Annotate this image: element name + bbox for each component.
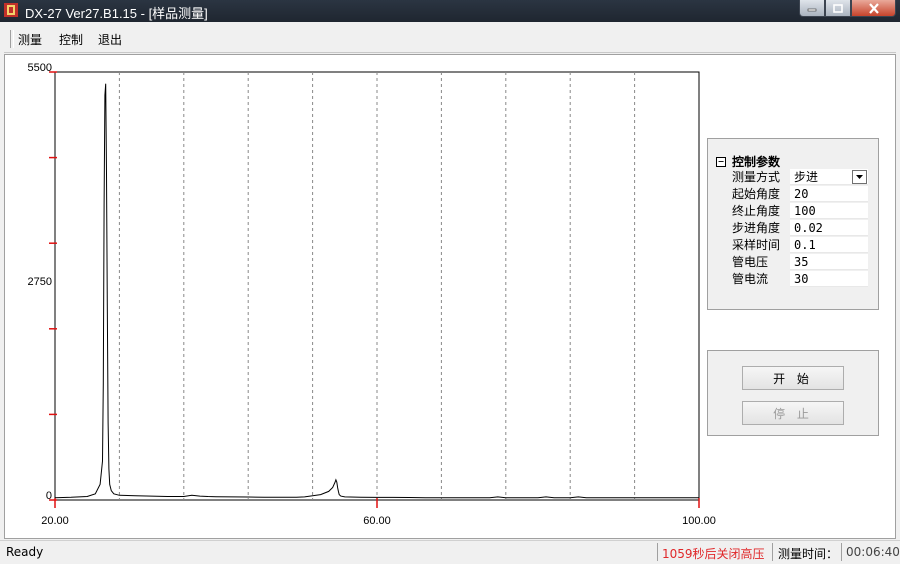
app-icon bbox=[4, 3, 18, 17]
measure-time-value: 00:06:40 bbox=[846, 545, 900, 559]
control-buttons-panel: 开 始 停 止 bbox=[707, 350, 879, 436]
y-tick-label: 0 bbox=[46, 490, 52, 502]
dropdown-button[interactable] bbox=[852, 169, 867, 184]
param-value-text: 0.02 bbox=[794, 220, 823, 235]
status-ready: Ready bbox=[6, 545, 44, 559]
menu-exit[interactable]: 退出 bbox=[98, 33, 123, 47]
y-tick-label: 5500 bbox=[28, 62, 52, 74]
xrd-chart: 0 2750 5500 20.00 60.00 100.00 bbox=[28, 62, 716, 527]
stop-button[interactable]: 停 止 bbox=[742, 401, 844, 425]
param-row: 起始角度 20 bbox=[728, 186, 868, 203]
param-value[interactable]: 30 bbox=[790, 271, 868, 287]
param-value[interactable]: 35 bbox=[790, 254, 868, 270]
param-label: 起始角度 bbox=[728, 186, 790, 203]
minimize-button[interactable] bbox=[799, 0, 825, 17]
menu-control[interactable]: 控制 bbox=[59, 33, 84, 47]
plot-frame bbox=[54, 71, 700, 501]
param-label: 测量方式 bbox=[728, 169, 790, 186]
param-row: 测量方式 步进 bbox=[728, 169, 868, 186]
param-value[interactable]: 20 bbox=[790, 186, 868, 202]
param-value[interactable]: 0.1 bbox=[790, 237, 868, 253]
collapse-icon[interactable]: − bbox=[716, 156, 726, 167]
param-label: 管电流 bbox=[728, 271, 790, 288]
close-icon bbox=[868, 2, 879, 14]
x-tick-label: 100.00 bbox=[682, 515, 716, 527]
param-value-text: 步进 bbox=[794, 169, 819, 184]
param-value-text: 35 bbox=[794, 254, 809, 269]
param-row: 采样时间 0.1 bbox=[728, 237, 868, 254]
y-tick-label: 2750 bbox=[28, 276, 52, 288]
params-grid: 测量方式 步进 起始角度 20 终止角度 100 步进角度 0.02 采样时间 0.1 管电压 35 管… bbox=[728, 169, 868, 288]
title-bar: DX-27 Ver27.B1.15 - [样品测量] bbox=[0, 0, 900, 22]
status-separator bbox=[772, 543, 773, 561]
param-row: 终止角度 100 bbox=[728, 203, 868, 220]
client-area: 0 2750 5500 20.00 60.00 100.00 − 控制参数 测量方式 步进起… bbox=[4, 54, 896, 539]
menu-measure[interactable]: 测量 bbox=[18, 33, 43, 47]
param-label: 采样时间 bbox=[728, 237, 790, 254]
param-row: 管电压 35 bbox=[728, 254, 868, 271]
close-button[interactable] bbox=[851, 0, 896, 17]
param-value-text: 0.1 bbox=[794, 237, 816, 252]
status-separator bbox=[841, 543, 842, 561]
status-warning: 1059秒后关闭高压 bbox=[662, 547, 765, 561]
start-button[interactable]: 开 始 bbox=[742, 366, 844, 390]
minimize-icon bbox=[807, 8, 817, 12]
param-label: 管电压 bbox=[728, 254, 790, 271]
status-separator bbox=[657, 543, 658, 561]
param-value-text: 100 bbox=[794, 203, 816, 218]
chevron-down-icon bbox=[856, 174, 863, 179]
param-value[interactable]: 步进 bbox=[790, 169, 868, 185]
param-label: 终止角度 bbox=[728, 203, 790, 220]
param-row: 步进角度 0.02 bbox=[728, 220, 868, 237]
maximize-icon bbox=[833, 3, 843, 13]
menu-grip bbox=[10, 30, 14, 48]
param-row: 管电流 30 bbox=[728, 271, 868, 288]
control-params-panel: − 控制参数 测量方式 步进 起始角度 20 终止角度 100 步进角度 0.02 采样时间 0.… bbox=[707, 138, 879, 310]
measure-time-label: 测量时间： bbox=[778, 547, 839, 561]
param-value[interactable]: 0.02 bbox=[790, 220, 868, 236]
maximize-button[interactable] bbox=[825, 0, 851, 17]
data-series-line bbox=[54, 83, 699, 499]
menu-bar: 测量 控制 退出 bbox=[4, 26, 896, 53]
window-title: DX-27 Ver27.B1.15 - [样品测量] bbox=[25, 6, 208, 21]
param-value[interactable]: 100 bbox=[790, 203, 868, 219]
x-tick-label: 20.00 bbox=[41, 515, 69, 527]
status-bar: Ready 1059秒后关闭高压 测量时间： 00:06:40 bbox=[0, 540, 900, 564]
x-tick-label: 60.00 bbox=[363, 515, 391, 527]
param-value-text: 20 bbox=[794, 186, 809, 201]
params-header: − 控制参数 bbox=[716, 153, 780, 170]
params-title: 控制参数 bbox=[732, 155, 781, 169]
param-label: 步进角度 bbox=[728, 220, 790, 237]
param-value-text: 30 bbox=[794, 271, 809, 286]
